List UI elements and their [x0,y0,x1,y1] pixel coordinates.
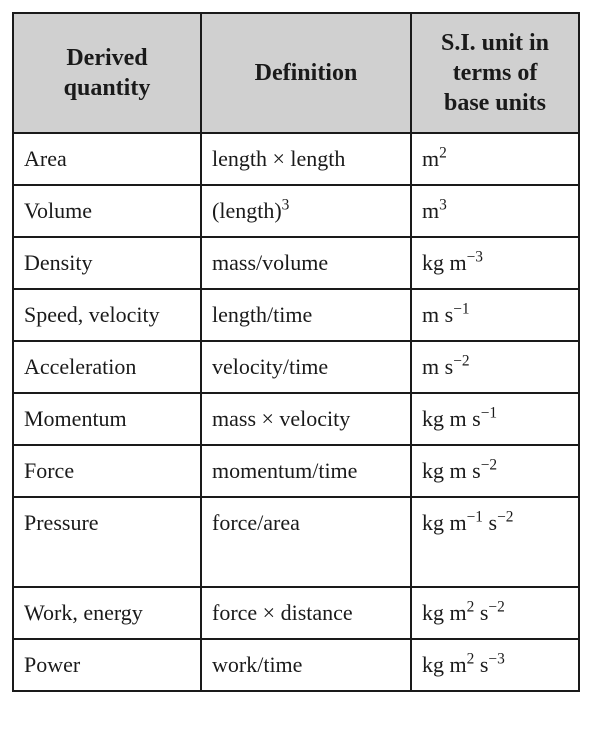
cell-unit: m s−2 [411,341,579,393]
table-row: Densitymass/volumekg m−3 [13,237,579,289]
cell-quantity: Speed, velocity [13,289,201,341]
table-header-row: Derivedquantity Definition S.I. unit int… [13,13,579,133]
cell-quantity: Momentum [13,393,201,445]
cell-definition: length × length [201,133,411,185]
cell-unit: m s−1 [411,289,579,341]
cell-unit: kg m−3 [411,237,579,289]
table-row: Pressureforce/areakg m−1 s−2 [13,497,579,587]
table-row: Powerwork/timekg m2 s−3 [13,639,579,691]
cell-quantity: Force [13,445,201,497]
cell-definition: (length)3 [201,185,411,237]
cell-definition: mass × velocity [201,393,411,445]
table-row: Arealength × lengthm2 [13,133,579,185]
cell-unit: kg m−1 s−2 [411,497,579,587]
cell-unit: kg m2 s−2 [411,587,579,639]
cell-unit: kg m s−2 [411,445,579,497]
table-row: Accelerationvelocity/timem s−2 [13,341,579,393]
cell-definition: length/time [201,289,411,341]
cell-unit: m2 [411,133,579,185]
cell-definition: velocity/time [201,341,411,393]
col-header-unit: S.I. unit interms ofbase units [411,13,579,133]
cell-quantity: Acceleration [13,341,201,393]
cell-definition: force/area [201,497,411,587]
si-units-table: Derivedquantity Definition S.I. unit int… [12,12,580,692]
cell-unit: kg m2 s−3 [411,639,579,691]
cell-quantity: Area [13,133,201,185]
cell-definition: force × distance [201,587,411,639]
cell-quantity: Power [13,639,201,691]
cell-unit: m3 [411,185,579,237]
cell-quantity: Pressure [13,497,201,587]
table-row: Work, energyforce × distancekg m2 s−2 [13,587,579,639]
cell-definition: mass/volume [201,237,411,289]
cell-quantity: Work, energy [13,587,201,639]
table-row: Speed, velocitylength/timem s−1 [13,289,579,341]
col-header-quantity: Derivedquantity [13,13,201,133]
table-body: Arealength × lengthm2Volume(length)3m3De… [13,133,579,691]
cell-definition: momentum/time [201,445,411,497]
cell-quantity: Density [13,237,201,289]
table-row: Momentummass × velocitykg m s−1 [13,393,579,445]
cell-quantity: Volume [13,185,201,237]
cell-definition: work/time [201,639,411,691]
table-row: Forcemomentum/timekg m s−2 [13,445,579,497]
col-header-definition: Definition [201,13,411,133]
cell-unit: kg m s−1 [411,393,579,445]
table-row: Volume(length)3m3 [13,185,579,237]
